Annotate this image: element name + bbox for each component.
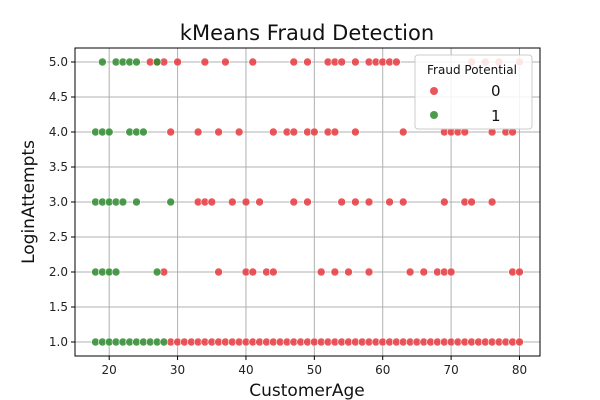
data-point-series-0 (467, 197, 476, 207)
y-tick-label: 5.0 (49, 55, 68, 69)
data-point-series-1 (159, 337, 169, 347)
data-point-series-0 (241, 197, 251, 207)
y-axis-ticks: 1.0 1.5 2.0 2.5 3.0 3.5 4.0 4.5 5.0 (49, 55, 75, 349)
data-point-series-0 (385, 197, 394, 207)
x-tick-label: 80 (512, 363, 527, 377)
x-tick-label: 40 (238, 363, 253, 377)
series-1-points (91, 57, 175, 347)
x-axis-label: CustomerAge (249, 381, 364, 400)
legend-box (414, 54, 533, 130)
data-point-series-0 (173, 57, 182, 67)
data-point-series-0 (289, 57, 299, 67)
data-point-series-0 (248, 57, 258, 67)
data-point-series-1 (104, 127, 114, 137)
y-axis-label: LoginAttempts (19, 140, 39, 264)
data-point-series-0 (419, 267, 429, 277)
data-point-series-0 (364, 197, 374, 207)
data-point-series-0 (316, 267, 326, 277)
data-point-series-1 (132, 197, 141, 207)
data-point-series-0 (439, 197, 449, 207)
data-point-series-0 (193, 127, 203, 137)
data-point-series-0 (446, 267, 456, 277)
data-point-series-0 (228, 197, 237, 207)
y-tick-label: 1.0 (49, 335, 68, 349)
data-point-series-0 (337, 57, 347, 67)
data-point-series-1 (166, 197, 175, 207)
data-point-series-1 (98, 57, 107, 67)
data-point-series-1 (118, 197, 128, 207)
legend-marker-1 (430, 111, 438, 119)
data-point-series-0 (487, 197, 497, 207)
data-point-series-0 (515, 337, 524, 347)
data-point-series-0 (392, 57, 401, 67)
data-point-series-0 (337, 197, 347, 207)
legend: Fraud Potential 0 1 (414, 54, 533, 130)
data-point-series-0 (330, 267, 340, 277)
data-point-series-0 (344, 267, 353, 277)
chart-title: kMeans Fraud Detection (180, 21, 434, 45)
x-axis-ticks: 20 30 40 50 60 70 80 (102, 356, 527, 377)
data-point-series-0 (309, 127, 319, 137)
y-tick-label: 4.0 (49, 125, 68, 139)
data-point-series-0 (214, 127, 223, 137)
legend-label-0: 0 (491, 82, 501, 100)
x-tick-label: 70 (443, 363, 458, 377)
data-point-series-0 (351, 197, 360, 207)
data-point-series-0 (398, 197, 408, 207)
data-point-series-0 (330, 127, 340, 137)
data-point-series-0 (221, 57, 230, 67)
data-point-series-0 (200, 57, 210, 67)
data-point-series-1 (111, 267, 121, 277)
x-tick-label: 50 (307, 363, 322, 377)
data-point-series-0 (214, 267, 223, 277)
legend-title: Fraud Potential (427, 63, 517, 77)
y-tick-label: 3.0 (49, 195, 68, 209)
data-point-series-1 (152, 267, 162, 277)
data-point-series-0 (303, 197, 312, 207)
legend-marker-0 (430, 87, 438, 95)
legend-label-1: 1 (491, 107, 501, 125)
data-point-series-0 (166, 127, 175, 137)
data-point-series-0 (268, 267, 278, 277)
data-point-series-1 (132, 57, 141, 67)
x-tick-label: 30 (170, 363, 185, 377)
data-point-series-0 (303, 57, 312, 67)
x-tick-label: 60 (375, 363, 390, 377)
data-point-series-0 (289, 127, 299, 137)
y-tick-label: 1.5 (49, 300, 68, 314)
data-point-series-0 (234, 127, 244, 137)
data-point-series-0 (351, 57, 360, 67)
y-tick-label: 2.5 (49, 230, 68, 244)
data-point-series-0 (207, 197, 217, 207)
y-tick-label: 2.0 (49, 265, 68, 279)
x-tick-label: 20 (102, 363, 117, 377)
data-point-series-0 (248, 267, 258, 277)
data-point-series-0 (515, 267, 524, 277)
data-point-series-0 (255, 197, 264, 207)
data-point-series-0 (351, 127, 360, 137)
data-point-series-1 (152, 57, 162, 67)
data-point-series-1 (139, 127, 148, 137)
y-tick-label: 4.5 (49, 90, 68, 104)
data-point-series-0 (398, 127, 408, 137)
data-point-series-0 (289, 197, 299, 207)
data-point-series-0 (364, 267, 374, 277)
data-point-series-0 (268, 127, 278, 137)
y-tick-label: 3.5 (49, 160, 68, 174)
data-point-series-0 (405, 267, 415, 277)
